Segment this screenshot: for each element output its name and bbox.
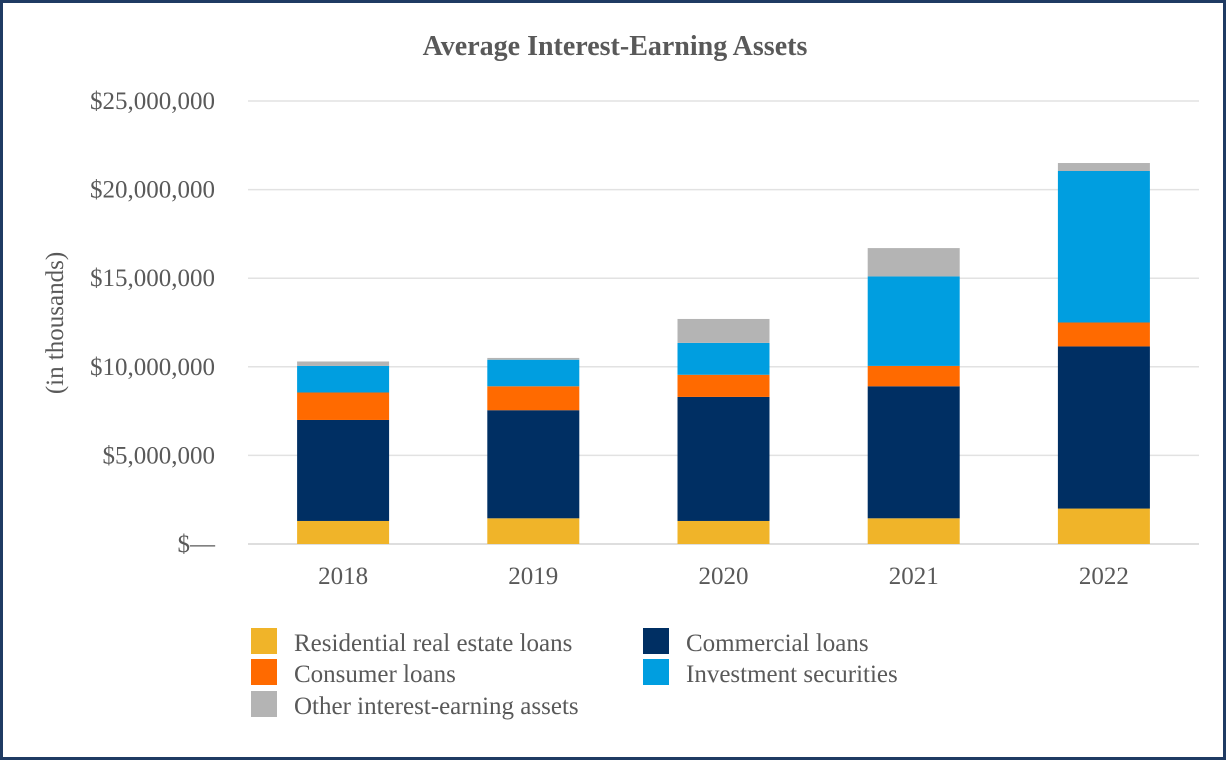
bar-2021-commercial-loans — [867, 386, 960, 519]
bar-2020-commercial-loans — [677, 396, 770, 521]
bar-2020-consumer-loans — [677, 374, 770, 397]
legend-swatch — [251, 691, 277, 717]
y-tick-label: $25,000,000 — [90, 88, 215, 115]
bar-2021-investment-securities — [867, 276, 960, 366]
x-tick-label: 2021 — [889, 563, 939, 590]
bar-2021-residential-real-estate-loans — [867, 518, 960, 544]
bar-2022-consumer-loans — [1057, 322, 1150, 347]
y-tick-label: $5,000,000 — [103, 442, 216, 469]
y-tick-label: $20,000,000 — [90, 177, 215, 204]
legend-swatch — [643, 659, 669, 685]
x-tick-label: 2018 — [318, 563, 368, 590]
bar-2019-consumer-loans — [487, 386, 580, 411]
y-tick-label: $15,000,000 — [90, 265, 215, 292]
bar-2022-residential-real-estate-loans — [1057, 508, 1150, 544]
bars — [297, 163, 1150, 544]
bar-2019-commercial-loans — [487, 410, 580, 519]
bar-2018-consumer-loans — [297, 392, 390, 420]
bar-2018-commercial-loans — [297, 419, 390, 521]
legend-label: Consumer loans — [294, 661, 456, 688]
bar-2018-other-interest-earning-assets — [297, 361, 390, 366]
x-tick-label: 2020 — [699, 563, 749, 590]
x-tick-label: 2019 — [508, 563, 558, 590]
y-axis-label: (in thousands) — [42, 252, 69, 394]
bar-2019-investment-securities — [487, 359, 580, 387]
bar-2022-commercial-loans — [1057, 346, 1150, 509]
bar-2022-other-interest-earning-assets — [1057, 163, 1150, 171]
y-tick-label: $10,000,000 — [90, 354, 215, 381]
y-tick-label: $— — [178, 531, 217, 558]
bar-2021-consumer-loans — [867, 365, 960, 387]
chart-svg: Average Interest-Earning Assets (in thou… — [42, 31, 1199, 720]
bar-2020-investment-securities — [677, 342, 770, 375]
legend-swatch — [251, 659, 277, 685]
legend-swatch — [251, 628, 277, 654]
bar-2019-other-interest-earning-assets — [487, 357, 580, 360]
bar-2021-other-interest-earning-assets — [867, 248, 960, 277]
legend: Residential real estate loans Commercial … — [251, 628, 898, 720]
legend-label: Other interest-earning assets — [294, 693, 579, 720]
y-axis-ticks: $— $5,000,000 $10,000,000 $15,000,000 $20,00… — [90, 88, 216, 558]
legend-label: Residential real estate loans — [294, 630, 572, 657]
chart-title: Average Interest-Earning Assets — [423, 31, 808, 62]
bar-2018-investment-securities — [297, 365, 390, 393]
legend-label: Investment securities — [686, 661, 898, 688]
legend-swatch — [643, 628, 669, 654]
bar-2019-residential-real-estate-loans — [487, 518, 580, 544]
bar-2018-residential-real-estate-loans — [297, 520, 390, 544]
x-tick-label: 2022 — [1079, 563, 1129, 590]
bar-2020-other-interest-earning-assets — [677, 318, 770, 343]
bar-2020-residential-real-estate-loans — [677, 520, 770, 544]
x-axis-ticks: 2018 2019 2020 2021 2022 — [318, 563, 1129, 590]
bar-2022-investment-securities — [1057, 170, 1150, 323]
legend-label: Commercial loans — [686, 630, 869, 657]
